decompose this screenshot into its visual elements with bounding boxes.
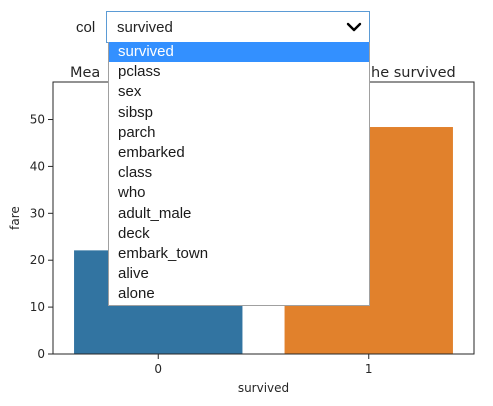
- dropdown-option-embarked[interactable]: embarked: [118, 143, 185, 161]
- dropdown-option-alone[interactable]: alone: [118, 285, 155, 303]
- chart-title-right-fragment: he survived: [371, 65, 456, 81]
- dropdown-option-sex[interactable]: sex: [118, 83, 142, 101]
- dropdown-option-deck[interactable]: deck: [118, 224, 150, 242]
- dropdown-option-pclass[interactable]: pclass: [118, 63, 161, 81]
- select-current-value: survived: [117, 19, 173, 36]
- chart-title-left-fragment: Mea: [70, 65, 100, 81]
- dropdown-label: col: [76, 19, 96, 36]
- dropdown-option-survived[interactable]: survived: [109, 42, 369, 63]
- dropdown-option-adult-male[interactable]: adult_male: [118, 204, 192, 222]
- column-select[interactable]: survived: [106, 11, 370, 43]
- x-tick-label: 1: [365, 362, 373, 376]
- y-tick-label: 50: [30, 113, 45, 127]
- dropdown-option-class[interactable]: class: [118, 164, 153, 182]
- y-tick-label: 40: [30, 159, 45, 173]
- dropdown-option-parch[interactable]: parch: [118, 123, 156, 141]
- dropdown-option-who[interactable]: who: [118, 184, 146, 202]
- dropdown-option-embark-town[interactable]: embark_town: [118, 244, 209, 262]
- x-tick-label: 0: [154, 362, 162, 376]
- dropdown-options-list: survived pclass sex sibsp parch embarked class…: [108, 42, 370, 306]
- y-tick-label: 30: [30, 206, 45, 220]
- y-tick-label: 0: [37, 347, 45, 361]
- x-axis-label: survived: [238, 381, 289, 395]
- y-tick-label: 10: [30, 300, 45, 314]
- y-tick-label: 20: [30, 253, 45, 267]
- chevron-down-icon: [346, 22, 362, 32]
- dropdown-option-alive[interactable]: alive: [118, 265, 149, 283]
- y-axis-label: fare: [8, 206, 22, 230]
- dropdown-option-sibsp[interactable]: sibsp: [118, 103, 154, 121]
